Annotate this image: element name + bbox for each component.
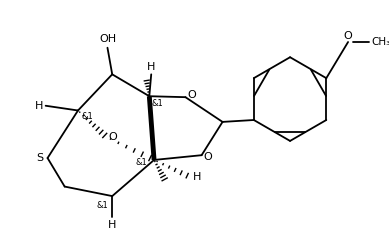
Text: &1: &1 [151, 99, 163, 108]
Text: O: O [109, 132, 117, 142]
Text: CH₃: CH₃ [371, 37, 389, 47]
Text: O: O [344, 31, 352, 41]
Text: O: O [187, 90, 196, 100]
Text: &1: &1 [97, 201, 109, 210]
Text: OH: OH [99, 34, 116, 44]
Text: H: H [34, 101, 43, 111]
Text: O: O [203, 152, 212, 162]
Text: H: H [108, 220, 116, 230]
Text: H: H [193, 172, 202, 182]
Text: S: S [36, 153, 43, 163]
Text: H: H [147, 62, 155, 72]
Text: &1: &1 [82, 112, 93, 121]
Text: &1: &1 [135, 158, 147, 167]
